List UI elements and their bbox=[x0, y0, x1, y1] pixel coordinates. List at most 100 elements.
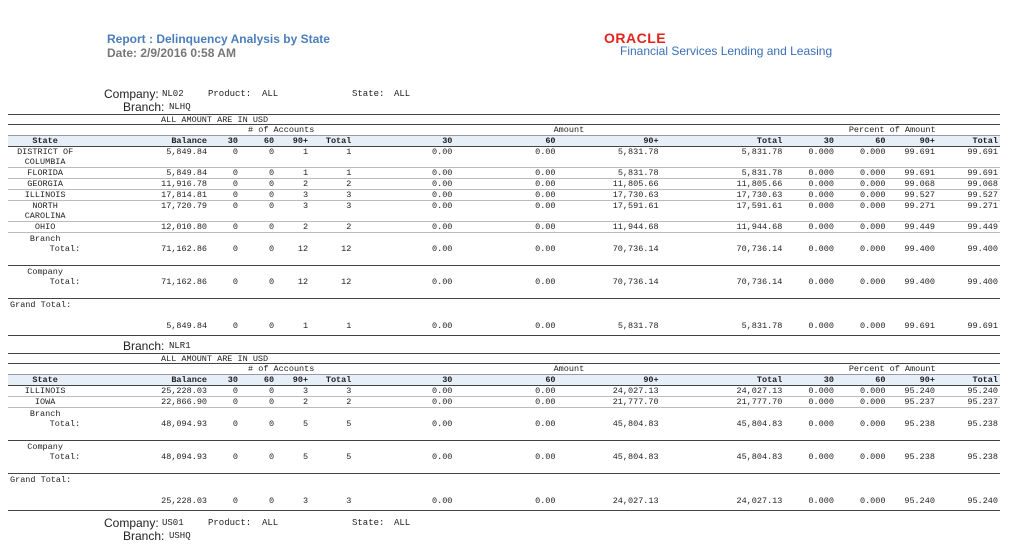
total-label-line: Total: bbox=[49, 419, 81, 429]
total-cell: 0 bbox=[239, 440, 277, 474]
column-header: 90+ bbox=[276, 135, 311, 147]
cell: 0 bbox=[209, 167, 240, 179]
total-cell: 70,736.14 bbox=[660, 265, 785, 299]
cell: 0 bbox=[209, 221, 240, 233]
data-row: ILLINOIS 17,814.81 0 0 3 3 0.00 0.00 17,730.63 17… bbox=[8, 189, 1000, 201]
total-cell: 95.238 bbox=[936, 440, 1000, 474]
state-value: ALL bbox=[394, 518, 411, 528]
cell: 0.000 bbox=[784, 385, 836, 397]
cell: 0 bbox=[239, 189, 277, 201]
total-cell: 5,849.84 bbox=[82, 298, 210, 336]
column-header: 60 bbox=[835, 135, 888, 147]
cell: 0 bbox=[239, 200, 277, 222]
cell: 0.00 bbox=[353, 189, 455, 201]
cell: 0.000 bbox=[835, 167, 888, 179]
total-cell: 0 bbox=[209, 473, 240, 511]
column-header: Total bbox=[936, 135, 1000, 147]
total-cell: 0 bbox=[239, 232, 277, 266]
total-cell: 70,736.14 bbox=[660, 232, 785, 266]
cell: 5,831.78 bbox=[660, 146, 785, 168]
cell: 5,849.84 bbox=[82, 146, 210, 168]
cell: 24,027.13 bbox=[557, 385, 661, 397]
cell: 99.068 bbox=[887, 178, 937, 190]
currency-note: ALL AMOUNT ARE IN USD bbox=[8, 114, 1000, 125]
cell: 11,916.78 bbox=[82, 178, 210, 190]
total-cell: 12 bbox=[310, 232, 354, 266]
total-cell: 5 bbox=[310, 440, 354, 474]
total-cell: 0 bbox=[209, 265, 240, 299]
branch-line: Branch: USHQ bbox=[0, 530, 1010, 543]
total-label: Branch Total: bbox=[8, 407, 83, 441]
branch-value: NLHQ bbox=[169, 102, 191, 112]
total-cell: 24,027.13 bbox=[557, 473, 661, 511]
spacer bbox=[8, 124, 210, 136]
cell: 0.00 bbox=[353, 221, 455, 233]
column-header: 30 bbox=[353, 135, 455, 147]
total-label: Company Total: bbox=[8, 265, 83, 299]
total-cell: 0 bbox=[209, 232, 240, 266]
cell: 0.000 bbox=[784, 146, 836, 168]
group-header-row: # of Accounts Amount Percent of Amount bbox=[8, 124, 1000, 136]
total-cell: 0.000 bbox=[835, 232, 888, 266]
logo-tagline: Financial Services Lending and Leasing bbox=[620, 44, 833, 58]
column-header: 60 bbox=[454, 374, 558, 386]
cell: 0.000 bbox=[835, 200, 888, 222]
report-title: Report : Delinquency Analysis by State bbox=[107, 32, 330, 46]
branch-line: Branch: NLR1 bbox=[0, 340, 1010, 353]
cell: 5,831.78 bbox=[660, 167, 785, 179]
cell: 99.691 bbox=[887, 167, 937, 179]
cell: 0 bbox=[239, 396, 277, 408]
cell: 0.00 bbox=[353, 200, 455, 222]
total-cell: 95.238 bbox=[887, 407, 937, 441]
cell: 0.00 bbox=[353, 146, 455, 168]
cell: 99.691 bbox=[936, 167, 1000, 179]
cell: 0.000 bbox=[835, 178, 888, 190]
total-cell: 0 bbox=[209, 407, 240, 441]
cell: 2 bbox=[310, 396, 354, 408]
column-header: 90+ bbox=[557, 135, 661, 147]
total-cell: 45,804.83 bbox=[660, 407, 785, 441]
cell: 17,814.81 bbox=[82, 189, 210, 201]
branch-value: NLR1 bbox=[169, 341, 191, 351]
cell: 0.00 bbox=[454, 396, 558, 408]
total-cell: 0.00 bbox=[454, 232, 558, 266]
cell: 95.240 bbox=[887, 385, 937, 397]
cell: 0.00 bbox=[454, 167, 558, 179]
cell: 0.000 bbox=[784, 189, 836, 201]
cell: 0.00 bbox=[353, 178, 455, 190]
total-label-line: Grand Total: bbox=[10, 300, 72, 310]
total-label: Grand Total: bbox=[8, 298, 83, 336]
cell: 0 bbox=[209, 396, 240, 408]
data-row: ILLINOIS 25,228.03 0 0 3 3 0.00 0.00 24,027.13 24… bbox=[8, 385, 1000, 397]
cell: 11,944.68 bbox=[557, 221, 661, 233]
total-cell: 12 bbox=[310, 265, 354, 299]
total-cell: 5 bbox=[276, 440, 311, 474]
total-cell: 95.240 bbox=[936, 473, 1000, 511]
cell: 0.000 bbox=[835, 189, 888, 201]
total-cell: 0 bbox=[209, 440, 240, 474]
cell: 0.00 bbox=[454, 221, 558, 233]
company-line: Company: NL02 Product: ALL State: ALL bbox=[0, 88, 1010, 101]
state-name: NORTH CAROLINA bbox=[8, 200, 83, 222]
cell: 0.00 bbox=[454, 200, 558, 222]
total-cell: 71,162.86 bbox=[82, 232, 210, 266]
cell: 0 bbox=[239, 385, 277, 397]
state-name: ILLINOIS bbox=[8, 189, 83, 201]
total-label-line: Branch bbox=[29, 234, 61, 244]
cell: 11,805.66 bbox=[557, 178, 661, 190]
total-cell: 3 bbox=[276, 473, 311, 511]
report-date: Date: 2/9/2016 0:58 AM bbox=[107, 46, 236, 60]
total-cell: 0.000 bbox=[835, 440, 888, 474]
cell: 1 bbox=[276, 167, 311, 179]
data-row: GEORGIA 11,916.78 0 0 2 2 0.00 0.00 11,805.66 11,… bbox=[8, 178, 1000, 190]
total-cell: 0 bbox=[239, 407, 277, 441]
total-cell: 0.00 bbox=[353, 298, 455, 336]
cell: 95.237 bbox=[887, 396, 937, 408]
cell: 5,831.78 bbox=[557, 146, 661, 168]
cell: 5,831.78 bbox=[557, 167, 661, 179]
group-header: # of Accounts bbox=[209, 363, 354, 375]
state-name: OHIO bbox=[8, 221, 83, 233]
total-row: Branch Total: 71,162.86 0 0 12 12 0.00 0.00 70,73… bbox=[8, 232, 1000, 266]
total-cell: 0.00 bbox=[454, 265, 558, 299]
cell: 3 bbox=[310, 200, 354, 222]
